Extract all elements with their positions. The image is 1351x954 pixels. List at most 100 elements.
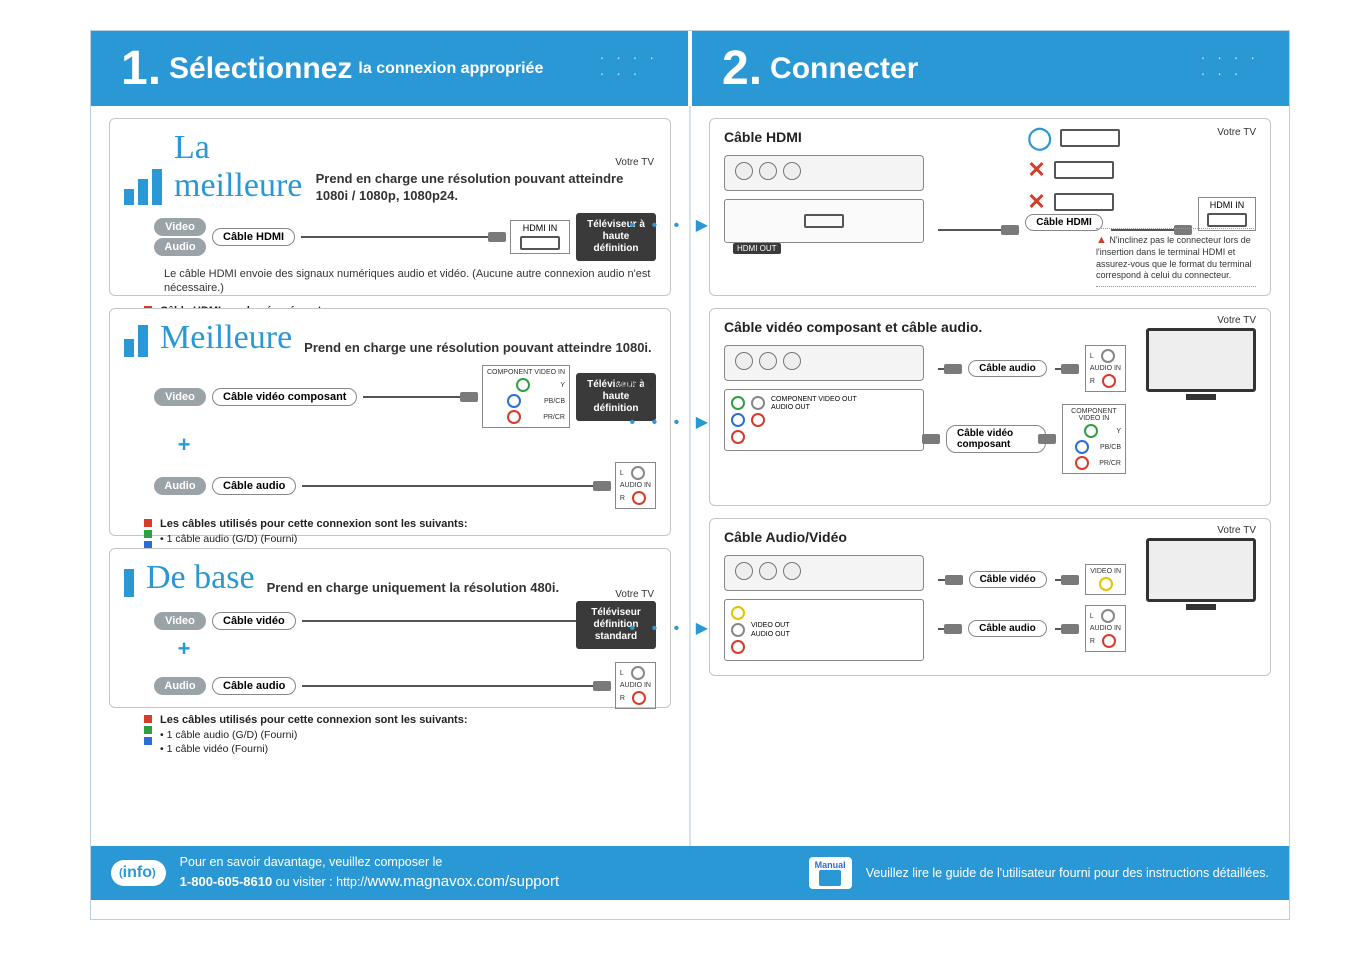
check-icon: ◯ bbox=[1027, 125, 1052, 151]
cable-line-icon bbox=[938, 368, 960, 370]
hdmi-in-label: HDMI IN bbox=[1205, 201, 1249, 211]
basic-quality-name: De base bbox=[146, 559, 255, 597]
cable-line-icon bbox=[938, 579, 961, 581]
note-title: Les câbles utilisés pour cette connexion… bbox=[160, 714, 467, 726]
player-back-icon: HDMI OUT bbox=[724, 199, 924, 243]
cable-line-icon bbox=[938, 628, 960, 630]
arrow-right-icon: • • • ▶ bbox=[630, 618, 714, 638]
step2-number: 2. bbox=[722, 41, 762, 96]
hdmi-port-icon: HDMI IN bbox=[510, 220, 570, 254]
tv-icon: Votre TV bbox=[1146, 525, 1256, 610]
basic-quality-desc: Prend en charge uniquement la résolution… bbox=[267, 580, 560, 597]
audio-pill: Audio bbox=[154, 477, 206, 495]
av-cables-note: Les câbles utilisés pour cette connexion… bbox=[144, 713, 656, 756]
tv-icon: Votre TV bbox=[1146, 315, 1256, 400]
player-front-icon bbox=[724, 345, 924, 381]
cable-line-icon bbox=[1055, 579, 1078, 581]
component-in-port-icon: COMPONENT VIDEO IN Y PB/CB PR/CR bbox=[482, 365, 570, 428]
cable-line-icon bbox=[301, 236, 504, 238]
cable-line-icon bbox=[938, 229, 1017, 231]
manual-icon: Manual bbox=[809, 857, 852, 889]
tv-icon: Votre TV bbox=[1217, 127, 1256, 140]
tv-small-label: Votre TV bbox=[615, 589, 654, 600]
audio-cable-label: Câble audio bbox=[212, 477, 296, 495]
step2-title: Connecter bbox=[770, 52, 918, 86]
tv-small-label: Votre TV bbox=[615, 379, 654, 390]
info-icon: (info) bbox=[111, 860, 166, 886]
arrow-right-icon: • • • ▶ bbox=[630, 215, 714, 235]
note-line: • 1 câble vidéo (Fourni) bbox=[160, 743, 268, 755]
audio-in-port-icon: L AUDIO IN R bbox=[1085, 345, 1126, 392]
quality-bars-icon bbox=[124, 325, 148, 357]
footer-manual-text: Veuillez lire le guide de l'utilisateur … bbox=[866, 866, 1269, 880]
cross-icon: ✕ bbox=[1027, 157, 1045, 183]
footer-support-text: Pour en savoir davantage, veuillez compo… bbox=[180, 854, 795, 893]
cable-line-icon bbox=[1055, 628, 1077, 630]
note-line: • 1 câble audio (G/D) (Fourni) bbox=[160, 729, 297, 741]
audio-in-port-icon: L AUDIO IN R bbox=[1085, 605, 1126, 652]
connect-component-section: Câble vidéo composant et câble audio. Vo… bbox=[709, 308, 1271, 506]
cable-line-icon bbox=[302, 485, 609, 487]
audio-in-port-icon: L AUDIO IN R bbox=[615, 462, 656, 509]
step1-subtitle: la connexion appropriée bbox=[358, 60, 543, 78]
audio-cable-mid-label: Câble audio bbox=[968, 360, 1047, 377]
header-step-2: 2. Connecter · · · ·· · · bbox=[688, 31, 1289, 106]
better-quality-desc: Prend en charge une résolution pouvant a… bbox=[304, 340, 651, 357]
warning-icon: ▲ bbox=[1096, 234, 1107, 246]
cable-line-icon bbox=[302, 685, 609, 687]
audio-pill: Audio bbox=[154, 238, 206, 256]
decorative-dots-icon: · · · ·· · · bbox=[1201, 49, 1259, 81]
audio-cable-label: Câble audio bbox=[212, 677, 296, 695]
better-quality-name: Meilleure bbox=[160, 319, 292, 357]
footer-bar: (info) Pour en savoir davantage, veuille… bbox=[91, 846, 1289, 900]
component-cable-label: Câble vidéo composant bbox=[212, 388, 357, 406]
hdmi-in-label: HDMI IN bbox=[517, 224, 563, 234]
cable-line-icon bbox=[1055, 368, 1077, 370]
audio-pill: Audio bbox=[154, 677, 206, 695]
video-pill: Video bbox=[154, 218, 206, 236]
connector-orientation-icons: ◯ ✕ ✕ bbox=[1027, 125, 1120, 215]
connect-hdmi-section: Câble HDMI HDMI OUT Câble HDMI bbox=[709, 118, 1271, 296]
hdmi-section-title: Câble HDMI bbox=[724, 129, 1256, 145]
select-connection-column: La meilleure Prend en charge une résolut… bbox=[91, 106, 691, 846]
best-quality-desc: Prend en charge une résolution pouvant a… bbox=[316, 171, 656, 205]
video-in-port-icon: VIDEO IN bbox=[1085, 564, 1126, 595]
cable-hdmi-label: Câble HDMI bbox=[212, 228, 295, 246]
support-phone: 1-800-605-8610 bbox=[180, 874, 273, 889]
component-out-label: COMPONENT VIDEO OUT bbox=[771, 396, 857, 404]
video-cable-mid-label: Câble vidéo bbox=[969, 571, 1047, 588]
decorative-dots-icon: · · · ·· · · bbox=[600, 49, 658, 81]
component-in-port-icon: COMPONENT VIDEO IN Y PB/CB PR/CR bbox=[1062, 404, 1126, 474]
basic-quality-section: De base Prend en charge uniquement la ré… bbox=[109, 548, 671, 708]
hdmi-warning: ▲ N'inclinez pas le connecteur lors de l… bbox=[1096, 228, 1256, 287]
component-cable-mid-label: Câble vidéo composant bbox=[946, 425, 1046, 453]
player-front-icon bbox=[724, 555, 924, 591]
video-pill: Video bbox=[154, 612, 206, 630]
connect-column: Câble HDMI HDMI OUT Câble HDMI bbox=[691, 106, 1289, 846]
hdmi-note: Le câble HDMI envoie des signaux numériq… bbox=[164, 267, 656, 296]
audio-out-label: AUDIO OUT bbox=[751, 630, 790, 639]
player-back-ports-icon: COMPONENT VIDEO OUT AUDIO OUT bbox=[724, 389, 924, 451]
cable-line-icon bbox=[302, 620, 610, 622]
body-columns: La meilleure Prend en charge une résolut… bbox=[91, 106, 1289, 846]
tv-small-label: Votre TV bbox=[615, 157, 654, 168]
arrow-right-icon: • • • ▶ bbox=[630, 412, 714, 432]
better-quality-section: Meilleure Prend en charge une résolution… bbox=[109, 308, 671, 536]
cable-mid-label: Câble HDMI bbox=[1025, 214, 1103, 231]
hdmi-out-label: HDMI OUT bbox=[733, 243, 781, 254]
best-quality-name: La meilleure bbox=[174, 129, 304, 205]
quality-bars-icon bbox=[124, 569, 134, 597]
header-bar: 1. Sélectionnez la connexion appropriée … bbox=[91, 31, 1289, 106]
cross-icon: ✕ bbox=[1027, 189, 1045, 215]
hdmi-in-port-icon: HDMI IN bbox=[1198, 197, 1256, 231]
page-frame: 1. Sélectionnez la connexion appropriée … bbox=[90, 30, 1290, 920]
header-step-1: 1. Sélectionnez la connexion appropriée … bbox=[91, 31, 688, 106]
step1-number: 1. bbox=[121, 41, 161, 96]
player-back-ports-icon: VIDEO OUT AUDIO OUT bbox=[724, 599, 924, 661]
step1-title: Sélectionnez bbox=[169, 52, 352, 86]
quality-bars-icon bbox=[124, 169, 162, 205]
best-quality-section: La meilleure Prend en charge une résolut… bbox=[109, 118, 671, 296]
audio-cable-mid-label: Câble audio bbox=[968, 620, 1047, 637]
audio-out-label: AUDIO OUT bbox=[771, 404, 857, 412]
player-front-icon bbox=[724, 155, 924, 191]
